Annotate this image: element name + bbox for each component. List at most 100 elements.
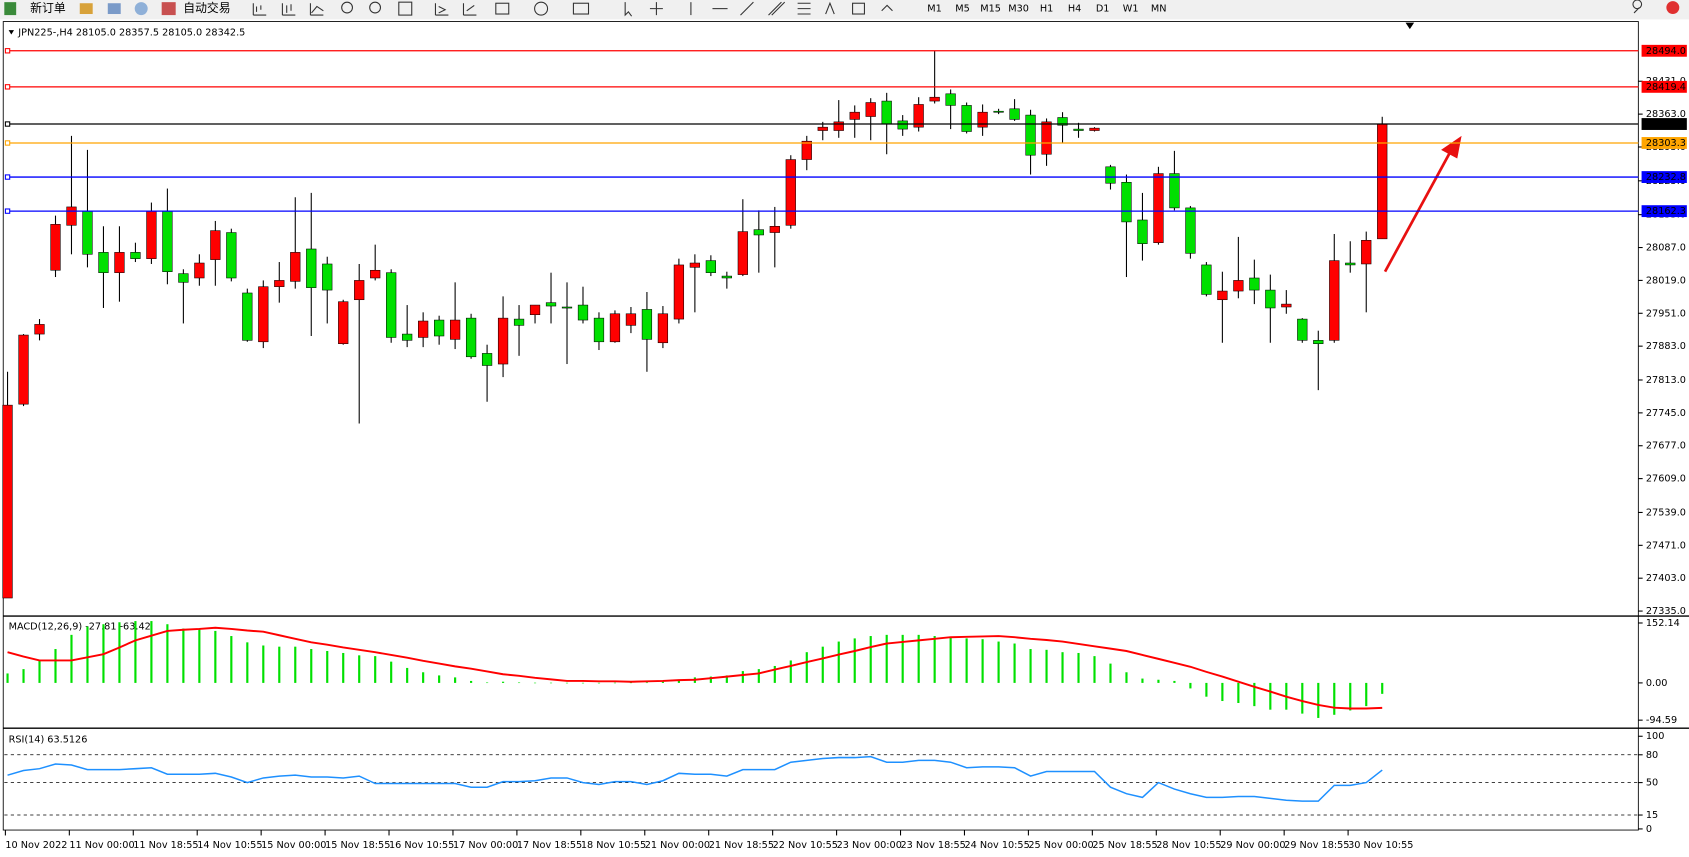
candle-body xyxy=(753,229,764,236)
macd-bar xyxy=(757,669,760,683)
new-order[interactable]: 新订单 xyxy=(30,1,66,15)
price-line-handle xyxy=(4,208,11,214)
template-icon[interactable] xyxy=(572,2,590,15)
line-icon[interactable] xyxy=(309,3,324,16)
timeframe-button[interactable]: M30 xyxy=(1008,4,1029,15)
timeframe-button[interactable]: H1 xyxy=(1040,4,1053,15)
macd-bar xyxy=(262,645,265,683)
macd-bar xyxy=(1253,682,1256,707)
price-line-handle xyxy=(4,174,11,180)
candle-body xyxy=(1233,280,1244,292)
candle-body xyxy=(1377,123,1388,240)
new-order-icon[interactable] xyxy=(4,2,17,16)
x-tick-label: 24 Nov 10:55 xyxy=(964,840,1029,851)
timeframe-button[interactable]: W1 xyxy=(1123,4,1139,15)
zoom-in[interactable] xyxy=(341,1,353,14)
x-tick-label: 23 Nov 00:00 xyxy=(837,840,902,851)
macd-bar xyxy=(86,626,89,683)
candle-body xyxy=(210,230,221,260)
y-tick-label: -94.59 xyxy=(1646,715,1677,726)
macd-bar xyxy=(1365,682,1368,707)
y-tick-label: 27335.0 xyxy=(1646,606,1686,617)
candles xyxy=(2,50,1388,599)
macd-bar xyxy=(1173,680,1176,683)
price-label: 28342.5 xyxy=(1646,119,1686,130)
candle-body xyxy=(1281,303,1292,308)
candle-body xyxy=(609,313,621,343)
macd-bar xyxy=(1013,643,1016,683)
candle-body xyxy=(977,111,988,128)
trendline-icon[interactable] xyxy=(740,1,754,16)
timeframe-button[interactable]: M5 xyxy=(955,4,970,15)
x-tick-label: 17 Nov 18:55 xyxy=(517,840,582,851)
symbol-header: JPN225-,H4 28105.0 28357.5 28105.0 28342… xyxy=(17,27,245,38)
macd-bar xyxy=(6,673,9,683)
bar-chart-icon[interactable] xyxy=(252,3,267,16)
period-icon[interactable] xyxy=(534,1,549,16)
macd-bar xyxy=(182,628,185,683)
candle-body xyxy=(242,292,253,341)
shift-icon[interactable] xyxy=(462,3,477,16)
price-label: 28162.3 xyxy=(1646,206,1686,217)
label-icon[interactable] xyxy=(852,2,865,15)
candle-body xyxy=(290,252,301,282)
fibo-icon[interactable] xyxy=(797,2,811,15)
macd-bar xyxy=(789,660,792,683)
zoom-out[interactable] xyxy=(369,1,382,14)
price-label-box xyxy=(1641,205,1687,218)
crosshair-icon[interactable] xyxy=(649,2,663,16)
x-tick-label: 22 Nov 10:55 xyxy=(773,840,838,851)
cursor-icon[interactable] xyxy=(624,2,633,17)
macd-bar xyxy=(645,682,649,684)
macd-bar xyxy=(581,682,585,684)
timeframe-button[interactable]: MN xyxy=(1151,4,1167,15)
candle-body xyxy=(689,262,701,268)
candle-body xyxy=(1249,277,1260,291)
auto-trading-icon[interactable] xyxy=(161,2,176,16)
timeframe-button[interactable]: D1 xyxy=(1096,4,1110,15)
candle-body xyxy=(50,224,61,271)
candle-body xyxy=(705,260,716,273)
arrow-icon[interactable] xyxy=(881,4,893,12)
candle-body xyxy=(913,104,924,128)
macd-bar xyxy=(1061,652,1064,683)
y-tick-label: 0 xyxy=(1646,824,1652,835)
candle-body xyxy=(338,301,349,345)
price-line-handle xyxy=(4,84,11,90)
candle-body xyxy=(1329,260,1340,341)
macd-bar xyxy=(1317,682,1320,718)
timeframe-button[interactable]: M1 xyxy=(927,4,942,15)
indicator-icon[interactable] xyxy=(495,2,510,15)
notification-icon[interactable] xyxy=(1666,1,1680,15)
macd-bar xyxy=(358,655,361,683)
macd-bar xyxy=(326,651,329,683)
auto-trading[interactable]: 自动交易 xyxy=(183,1,230,15)
x-tick-label: 17 Nov 00:00 xyxy=(453,840,518,851)
macd-bar xyxy=(422,672,425,683)
candle-body xyxy=(354,280,365,301)
timeframe-button[interactable]: H4 xyxy=(1068,4,1081,15)
price-label: 28494.0 xyxy=(1646,46,1686,57)
macd-bar xyxy=(853,638,856,683)
price-label-box xyxy=(1641,171,1687,183)
price-line-handle xyxy=(4,140,11,146)
candle-body xyxy=(1217,290,1228,301)
candle-icon[interactable] xyxy=(281,3,296,16)
macd-bar xyxy=(885,634,888,683)
tool-icon[interactable] xyxy=(79,3,93,15)
x-tick-label: 29 Nov 00:00 xyxy=(1220,840,1285,851)
macd-bar xyxy=(949,637,952,683)
tool-icon[interactable] xyxy=(107,3,121,15)
timeframe-button[interactable]: M15 xyxy=(980,4,1001,15)
macd-bar xyxy=(390,661,393,683)
macd-bar xyxy=(150,621,153,683)
price-label: 28232.8 xyxy=(1646,172,1686,183)
search-icon[interactable] xyxy=(1632,0,1643,14)
tile-icon[interactable] xyxy=(398,1,413,16)
macd-bar xyxy=(901,634,904,683)
scroll-icon[interactable] xyxy=(434,3,449,16)
tool-icon[interactable] xyxy=(134,2,148,16)
text-icon[interactable] xyxy=(825,1,835,15)
macd-bar xyxy=(549,682,553,684)
channel-icon[interactable] xyxy=(768,1,786,16)
